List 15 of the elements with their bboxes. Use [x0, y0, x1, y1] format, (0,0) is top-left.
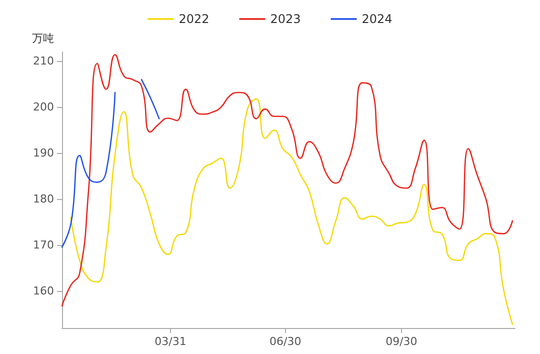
- y-tick-label: 160: [33, 284, 54, 298]
- legend-label: 2022: [178, 12, 210, 26]
- line-series: [70, 98, 514, 325]
- x-tick-label: 09/30: [386, 335, 418, 348]
- y-tick-label: 180: [33, 192, 54, 206]
- legend-label: 2023: [270, 12, 301, 26]
- legend-label: 2024: [362, 12, 392, 26]
- y-tick-label: 190: [33, 146, 54, 160]
- x-tick-label: 03/31: [154, 335, 186, 348]
- y-axis-title: 万吨: [32, 32, 54, 45]
- line-series: [61, 54, 514, 307]
- y-tick-label: 210: [33, 54, 54, 68]
- y-tick-label: 200: [33, 100, 54, 114]
- x-tick-label: 06/30: [269, 335, 302, 348]
- y-tick-label: 170: [33, 238, 54, 252]
